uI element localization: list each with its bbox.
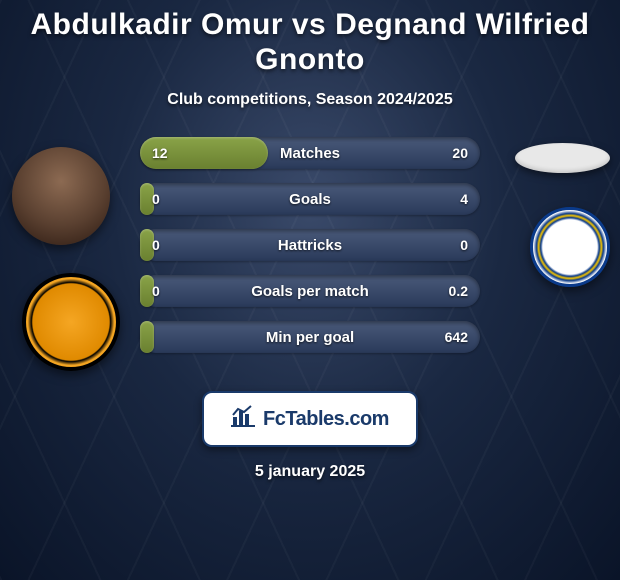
stat-row: 00Hattricks <box>140 229 480 261</box>
page-title: Abdulkadir Omur vs Degnand Wilfried Gnon… <box>0 0 620 77</box>
date-label: 5 january 2025 <box>0 463 620 481</box>
bar-fill <box>140 229 154 261</box>
bar-fill <box>140 137 268 169</box>
player-right-oval <box>515 143 610 173</box>
bar-fill <box>140 275 154 307</box>
player-left-avatar <box>12 147 110 245</box>
comparison-card: Abdulkadir Omur vs Degnand Wilfried Gnon… <box>0 0 620 580</box>
brand-badge: FcTables.com <box>202 391 418 447</box>
bar-background <box>140 183 480 215</box>
stat-bars: 1220Matches 04Goals 00Hattricks 00.2Goals p… <box>140 137 480 367</box>
subtitle: Club competitions, Season 2024/2025 <box>0 91 620 109</box>
stat-row: 1220Matches <box>140 137 480 169</box>
stat-row: 642Min per goal <box>140 321 480 353</box>
bar-fill <box>140 321 154 353</box>
bar-background <box>140 229 480 261</box>
chart-icon <box>231 405 255 433</box>
club-left-badge <box>22 273 120 371</box>
stat-row: 00.2Goals per match <box>140 275 480 307</box>
brand-name: FcTables.com <box>263 408 389 431</box>
stat-row: 04Goals <box>140 183 480 215</box>
bar-background <box>140 321 480 353</box>
club-right-badge <box>530 207 610 287</box>
stats-area: 1220Matches 04Goals 00Hattricks 00.2Goals p… <box>0 137 620 377</box>
bar-background <box>140 275 480 307</box>
bar-fill <box>140 183 154 215</box>
